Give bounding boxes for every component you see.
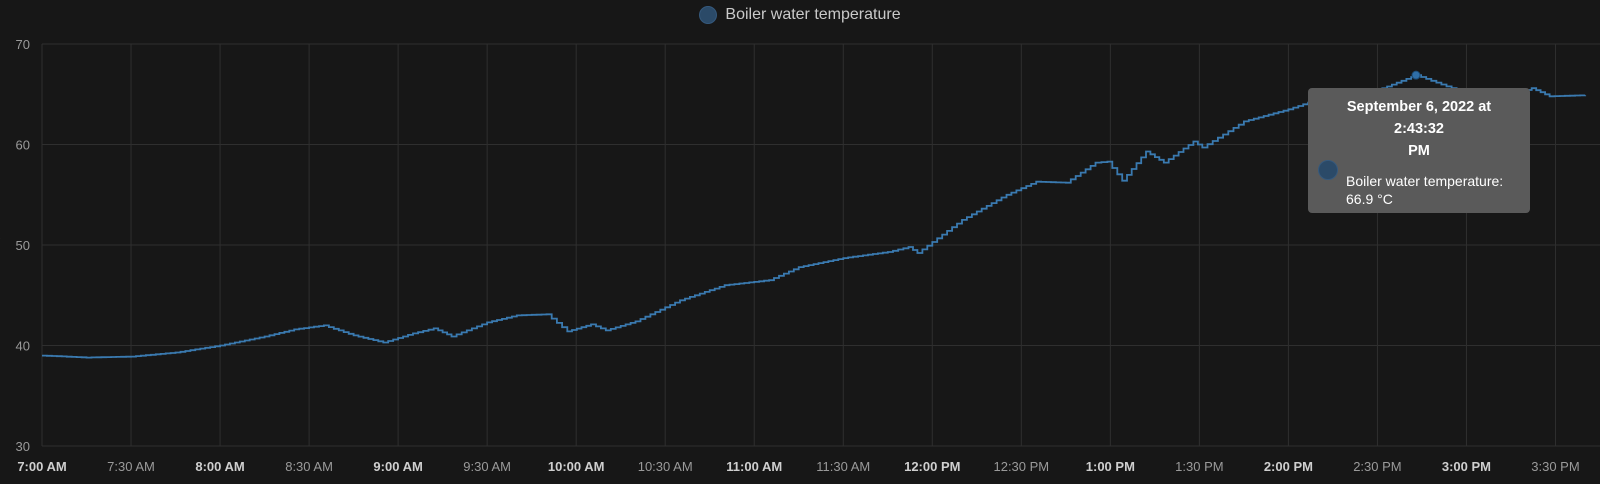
- y-axis-unit-glyph: °: [0, 234, 1, 248]
- x-tick-label: 12:30 PM: [993, 459, 1049, 474]
- x-tick-label: 11:30 AM: [816, 459, 870, 474]
- highlighted-point: [1411, 70, 1421, 80]
- y-tick-label: 60: [16, 138, 30, 153]
- tooltip-series-label: Boiler water temperature:: [1346, 173, 1504, 189]
- tooltip-date-line1: September 6, 2022 at 2:43:32: [1346, 99, 1492, 137]
- x-tick-label: 9:00 AM: [373, 459, 422, 474]
- x-tick-label: 3:30 PM: [1531, 459, 1579, 474]
- x-tick-label: 10:30 AM: [638, 459, 693, 474]
- tooltip-series-dot: [1318, 160, 1338, 180]
- x-tick-label: 1:30 PM: [1175, 459, 1223, 474]
- tooltip-row: Boiler water temperature: 66.9 °C: [1318, 160, 1518, 208]
- x-tick-label: 7:00 AM: [17, 459, 66, 474]
- y-tick-label: 70: [16, 37, 30, 52]
- x-tick-label: 2:00 PM: [1264, 459, 1313, 474]
- y-tick-label: 50: [16, 238, 30, 253]
- chart-legend[interactable]: Boiler water temperature: [0, 6, 1600, 24]
- x-tick-label: 12:00 PM: [904, 459, 960, 474]
- x-tick-label: 7:30 AM: [107, 459, 155, 474]
- tooltip-date-line2: PM: [1408, 143, 1430, 159]
- x-tick-label: 8:30 AM: [285, 459, 333, 474]
- x-tick-label: 1:00 PM: [1086, 459, 1135, 474]
- y-tick-label: 40: [16, 339, 30, 354]
- legend-label: Boiler water temperature: [725, 6, 901, 23]
- x-tick-label: 8:00 AM: [195, 459, 244, 474]
- x-tick-label: 2:30 PM: [1353, 459, 1401, 474]
- legend-swatch: [699, 6, 718, 24]
- y-tick-label: 30: [16, 439, 30, 454]
- x-tick-label: 11:00 AM: [726, 459, 782, 474]
- tooltip-title: September 6, 2022 at 2:43:32 PM: [1320, 96, 1518, 162]
- x-tick-label: 9:30 AM: [463, 459, 511, 474]
- chart-tooltip: September 6, 2022 at 2:43:32 PM Boiler w…: [1308, 88, 1530, 213]
- tooltip-value: 66.9 °C: [1346, 191, 1393, 207]
- x-tick-label: 10:00 AM: [548, 459, 605, 474]
- x-tick-label: 3:00 PM: [1442, 459, 1491, 474]
